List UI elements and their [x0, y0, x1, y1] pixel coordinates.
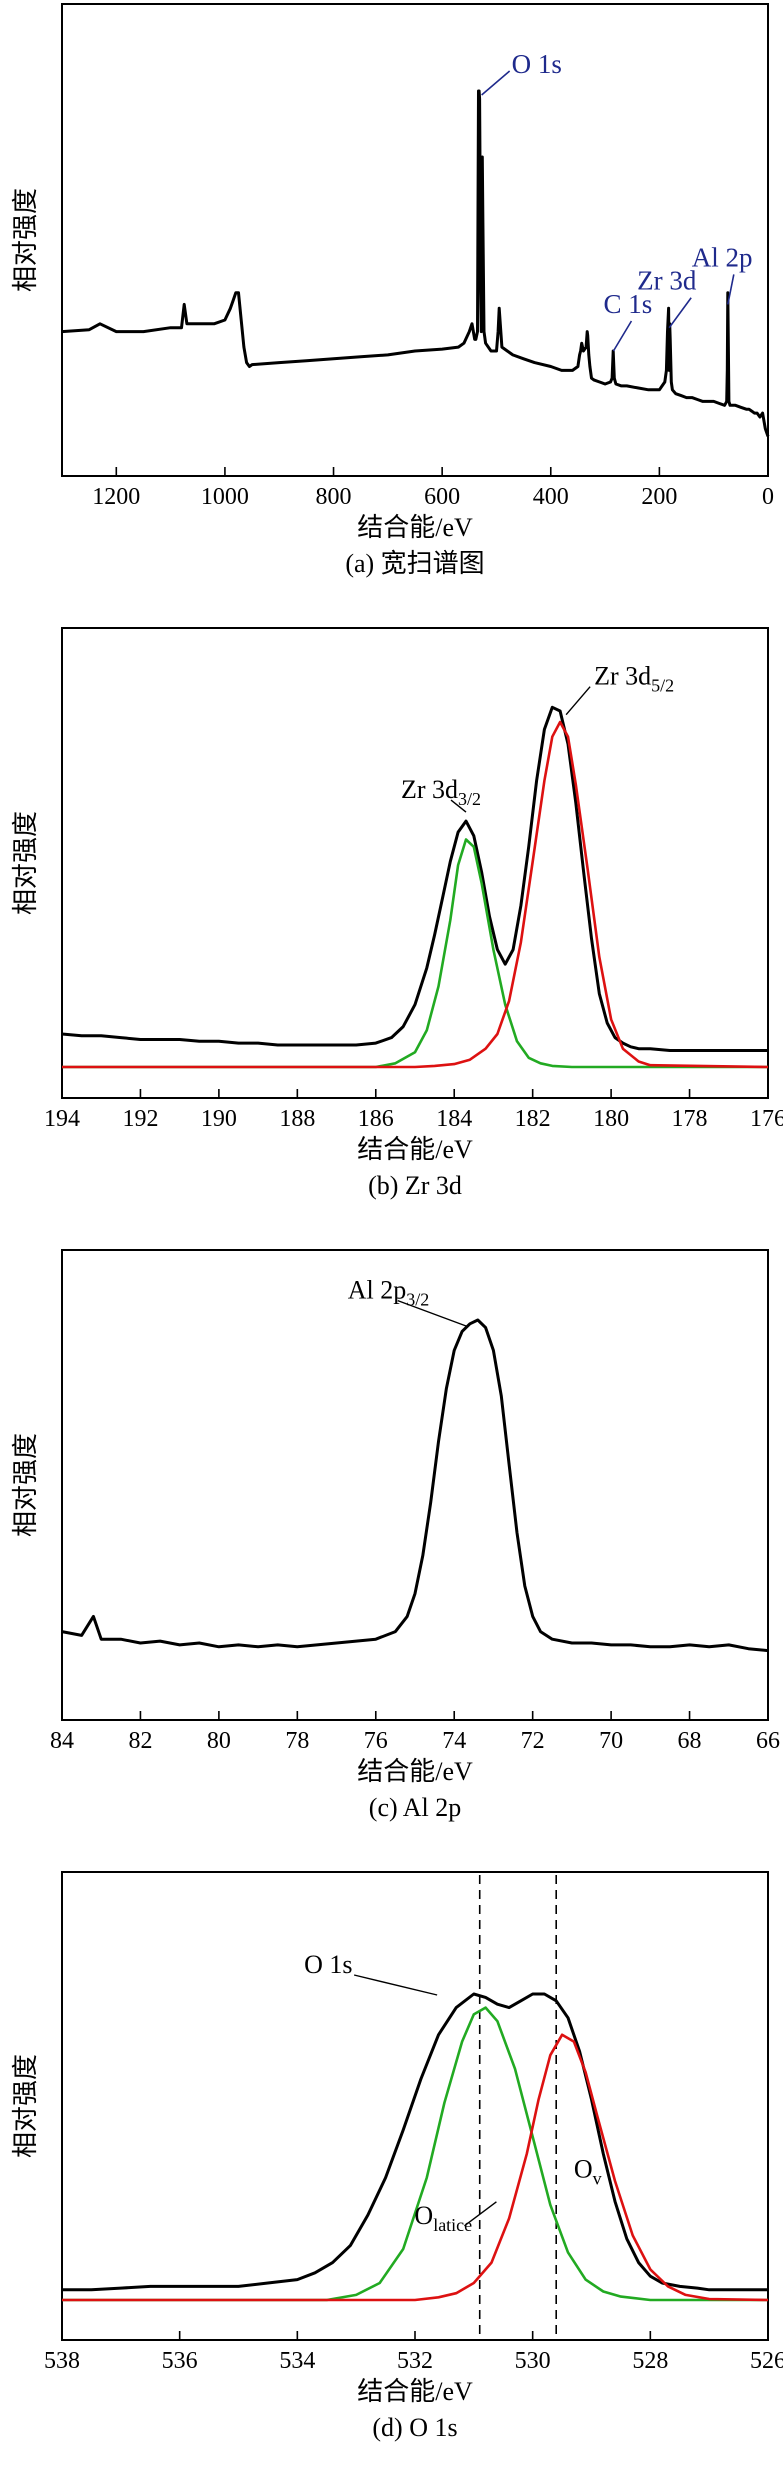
- series-line-black: [61, 1318, 769, 1653]
- peak-label-o1s: O 1s: [512, 49, 562, 79]
- x-tick-label: 0: [762, 484, 774, 510]
- x-tick-label: 76: [364, 1728, 388, 1754]
- series-line-black: [61, 89, 770, 437]
- series-line-green: [62, 838, 768, 1069]
- series-line-green: [62, 2006, 768, 2302]
- series-line-black: [61, 705, 768, 1052]
- x-tick-label: 1200: [92, 484, 140, 510]
- x-tick-label: 82: [128, 1728, 152, 1754]
- series-line-black: [62, 1992, 768, 2292]
- y-axis-label: 相对强度: [11, 811, 40, 915]
- x-tick-label: 534: [279, 2348, 315, 2374]
- leader-line: [450, 799, 467, 813]
- peak-label-al2p: Al 2p: [692, 242, 753, 272]
- peak-label: Al 2p3/2: [348, 1276, 430, 1310]
- plot-frame: [61, 1871, 769, 2341]
- x-tick-label: 194: [44, 1106, 80, 1132]
- x-tick-label: 526: [750, 2348, 783, 2374]
- plot-frame: [61, 627, 769, 1099]
- x-tick-label: 80: [207, 1728, 231, 1754]
- peak-label: Ov: [574, 2155, 602, 2189]
- y-axis-label: 相对强度: [11, 1433, 40, 1537]
- peak-label: Zr 3d3/2: [401, 775, 481, 809]
- x-axis-label: 结合能/eV: [357, 2377, 473, 2406]
- x-tick-label: 68: [678, 1728, 702, 1754]
- plot-frame: [61, 3, 769, 477]
- leader-line: [612, 320, 633, 352]
- x-tick-label: 182: [515, 1106, 551, 1132]
- x-tick-label: 74: [442, 1728, 466, 1754]
- x-tick-label: 530: [515, 2348, 551, 2374]
- x-tick-label: 536: [162, 2348, 198, 2374]
- x-axis-label: 结合能/eV: [357, 1135, 473, 1164]
- x-tick-label: 176: [750, 1106, 783, 1132]
- x-tick-label: 186: [358, 1106, 394, 1132]
- leader-line: [353, 1974, 438, 1996]
- chart-panel-b: 194 192 190 188 186 184 182 180 178 176 相对强度结合能/eV…: [11, 627, 783, 1200]
- x-tick-label: 190: [201, 1106, 237, 1132]
- x-tick-label: 72: [521, 1728, 545, 1754]
- leader-line: [397, 1299, 468, 1328]
- leader-line: [727, 274, 735, 305]
- x-tick-label: 66: [756, 1728, 780, 1754]
- x-tick-label: 200: [641, 484, 677, 510]
- x-tick-label: 532: [397, 2348, 433, 2374]
- leader-line: [463, 2201, 497, 2227]
- y-axis-label: 相对强度: [11, 188, 40, 292]
- panel-caption: (a) 宽扫谱图: [345, 549, 484, 578]
- x-tick-label: 180: [593, 1106, 629, 1132]
- x-tick-label: 188: [279, 1106, 315, 1132]
- panel-caption: (d) O 1s: [372, 2413, 457, 2442]
- leader-line: [668, 297, 692, 329]
- y-axis-label: 相对强度: [11, 2054, 40, 2158]
- x-tick-label: 600: [424, 484, 460, 510]
- x-axis-label: 结合能/eV: [357, 513, 473, 542]
- series-line-red: [62, 2033, 769, 2302]
- peak-label: Olatice: [414, 2201, 472, 2235]
- x-tick-label: 1000: [201, 484, 249, 510]
- x-tick-label: 538: [44, 2348, 80, 2374]
- x-tick-label: 400: [533, 484, 569, 510]
- x-axis-label: 结合能/eV: [357, 1757, 473, 1786]
- x-tick-label: 78: [285, 1728, 309, 1754]
- leader-line: [481, 70, 511, 96]
- x-tick-label: 178: [672, 1106, 708, 1132]
- peak-label: O 1s: [304, 1950, 352, 1979]
- plot-frame: [61, 1249, 769, 1721]
- panel-caption: (b) Zr 3d: [368, 1171, 462, 1200]
- peak-label: Zr 3d5/2: [594, 662, 674, 696]
- panel-caption: (c) Al 2p: [369, 1793, 461, 1822]
- x-tick-label: 84: [50, 1728, 74, 1754]
- series-line-red: [62, 720, 769, 1069]
- leader-line: [565, 686, 591, 716]
- x-tick-label: 70: [599, 1728, 623, 1754]
- x-tick-label: 800: [316, 484, 352, 510]
- x-tick-label: 184: [436, 1106, 472, 1132]
- peak-label-zr3d: Zr 3d: [637, 266, 697, 296]
- x-tick-label: 528: [632, 2348, 668, 2374]
- peak-label-c1s: C 1s: [603, 289, 652, 319]
- x-tick-label: 192: [122, 1106, 158, 1132]
